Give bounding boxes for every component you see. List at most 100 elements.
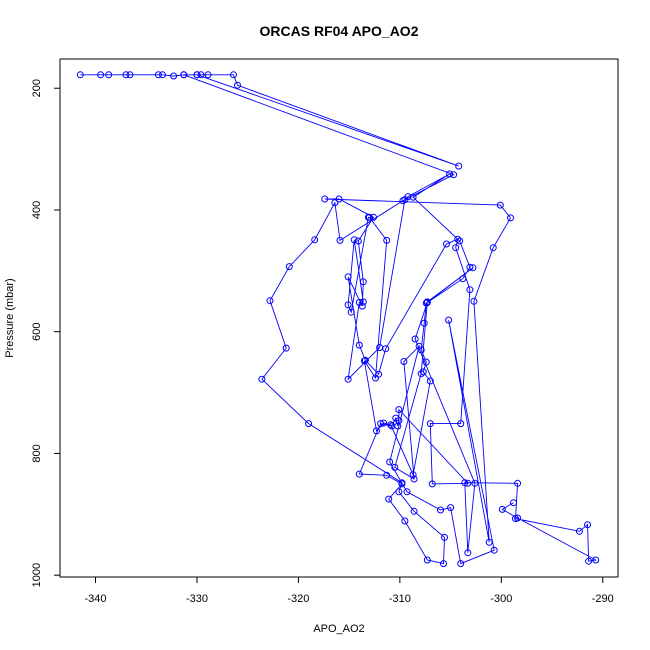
data-point xyxy=(204,71,212,79)
data-point xyxy=(311,236,319,244)
data-point xyxy=(355,341,363,349)
series-line xyxy=(80,74,598,565)
data-point xyxy=(383,236,391,244)
data-point xyxy=(282,344,290,352)
data-point xyxy=(403,488,411,496)
data-point xyxy=(350,236,358,244)
data-point xyxy=(395,417,403,425)
data-point xyxy=(344,375,352,383)
data-point xyxy=(443,240,450,248)
data-point xyxy=(409,193,417,201)
data-point xyxy=(331,199,339,207)
y-tick-label: 600 xyxy=(31,323,43,341)
data-point xyxy=(447,504,455,512)
data-point xyxy=(401,517,409,525)
data-point xyxy=(410,507,418,515)
data-point xyxy=(386,458,394,466)
data-point xyxy=(126,71,134,79)
data-point xyxy=(285,263,293,271)
plot-frame xyxy=(59,58,619,578)
data-point xyxy=(266,297,274,305)
data-point xyxy=(423,299,431,306)
data-point xyxy=(437,506,444,514)
data-point xyxy=(466,286,474,294)
data-point xyxy=(385,495,393,503)
data-point xyxy=(395,406,403,414)
data-point xyxy=(470,297,478,305)
x-axis-label: APO_AO2 xyxy=(313,623,364,635)
data-point xyxy=(376,344,384,351)
data-point xyxy=(514,514,522,522)
data-point xyxy=(258,375,266,383)
data-point xyxy=(336,236,344,244)
data-point xyxy=(370,213,377,221)
data-point xyxy=(387,421,395,429)
data-point xyxy=(426,420,434,428)
y-tick-label: 1000 xyxy=(31,563,43,587)
data-point xyxy=(372,374,379,382)
x-tick-label: -290 xyxy=(592,593,614,605)
data-point xyxy=(455,162,463,170)
data-point xyxy=(450,171,458,179)
data-point xyxy=(234,81,241,89)
data-point xyxy=(400,358,408,365)
data-point xyxy=(347,308,355,316)
data-point xyxy=(383,471,391,479)
data-point xyxy=(510,499,517,507)
y-axis: 200 400 600 800 1000 xyxy=(31,79,60,587)
data-point xyxy=(423,556,431,564)
data-point xyxy=(395,488,403,496)
data-point xyxy=(426,377,434,385)
data-point xyxy=(452,244,460,252)
x-tick-label: -330 xyxy=(186,593,208,605)
data-point xyxy=(584,521,592,529)
data-point xyxy=(440,560,447,568)
data-point xyxy=(417,370,425,378)
data-point xyxy=(457,420,465,428)
data-point xyxy=(592,556,600,564)
data-point xyxy=(364,213,372,221)
data-point xyxy=(355,299,363,306)
data-point xyxy=(180,71,188,79)
x-axis: -340 -330 -320 -310 -300 -290 xyxy=(84,577,614,605)
data-point xyxy=(446,170,454,178)
data-point xyxy=(498,505,506,513)
x-tick-label: -320 xyxy=(287,593,309,605)
x-tick-label: -300 xyxy=(490,593,512,605)
data-point xyxy=(461,479,469,487)
y-tick-label: 400 xyxy=(31,201,43,219)
data-point xyxy=(355,470,363,478)
data-point xyxy=(411,335,419,343)
data-point xyxy=(105,71,113,79)
data-point xyxy=(459,275,467,283)
data-point xyxy=(391,463,399,471)
data-point xyxy=(469,264,477,272)
data-point xyxy=(575,527,583,535)
x-tick-label: -310 xyxy=(389,593,411,605)
data-point xyxy=(230,71,237,79)
y-tick-label: 800 xyxy=(31,444,43,462)
data-point xyxy=(417,346,425,354)
y-tick-label: 200 xyxy=(31,79,43,97)
data-point xyxy=(454,235,462,243)
data-point xyxy=(456,237,464,245)
data-point xyxy=(409,471,417,479)
data-point xyxy=(97,71,105,79)
data-point xyxy=(420,319,428,327)
data-point xyxy=(404,193,412,201)
data-point xyxy=(585,557,593,565)
data-point xyxy=(359,298,367,306)
data-point xyxy=(419,368,427,376)
data-point xyxy=(415,342,423,350)
data-point xyxy=(457,560,465,568)
data-point xyxy=(335,195,343,203)
data-point xyxy=(441,533,448,541)
data-point xyxy=(305,420,313,428)
data-point xyxy=(410,475,418,483)
data-point xyxy=(354,237,362,245)
data-point xyxy=(464,479,472,487)
data-point xyxy=(344,273,352,281)
data-point xyxy=(344,301,352,309)
data-point xyxy=(380,419,388,427)
